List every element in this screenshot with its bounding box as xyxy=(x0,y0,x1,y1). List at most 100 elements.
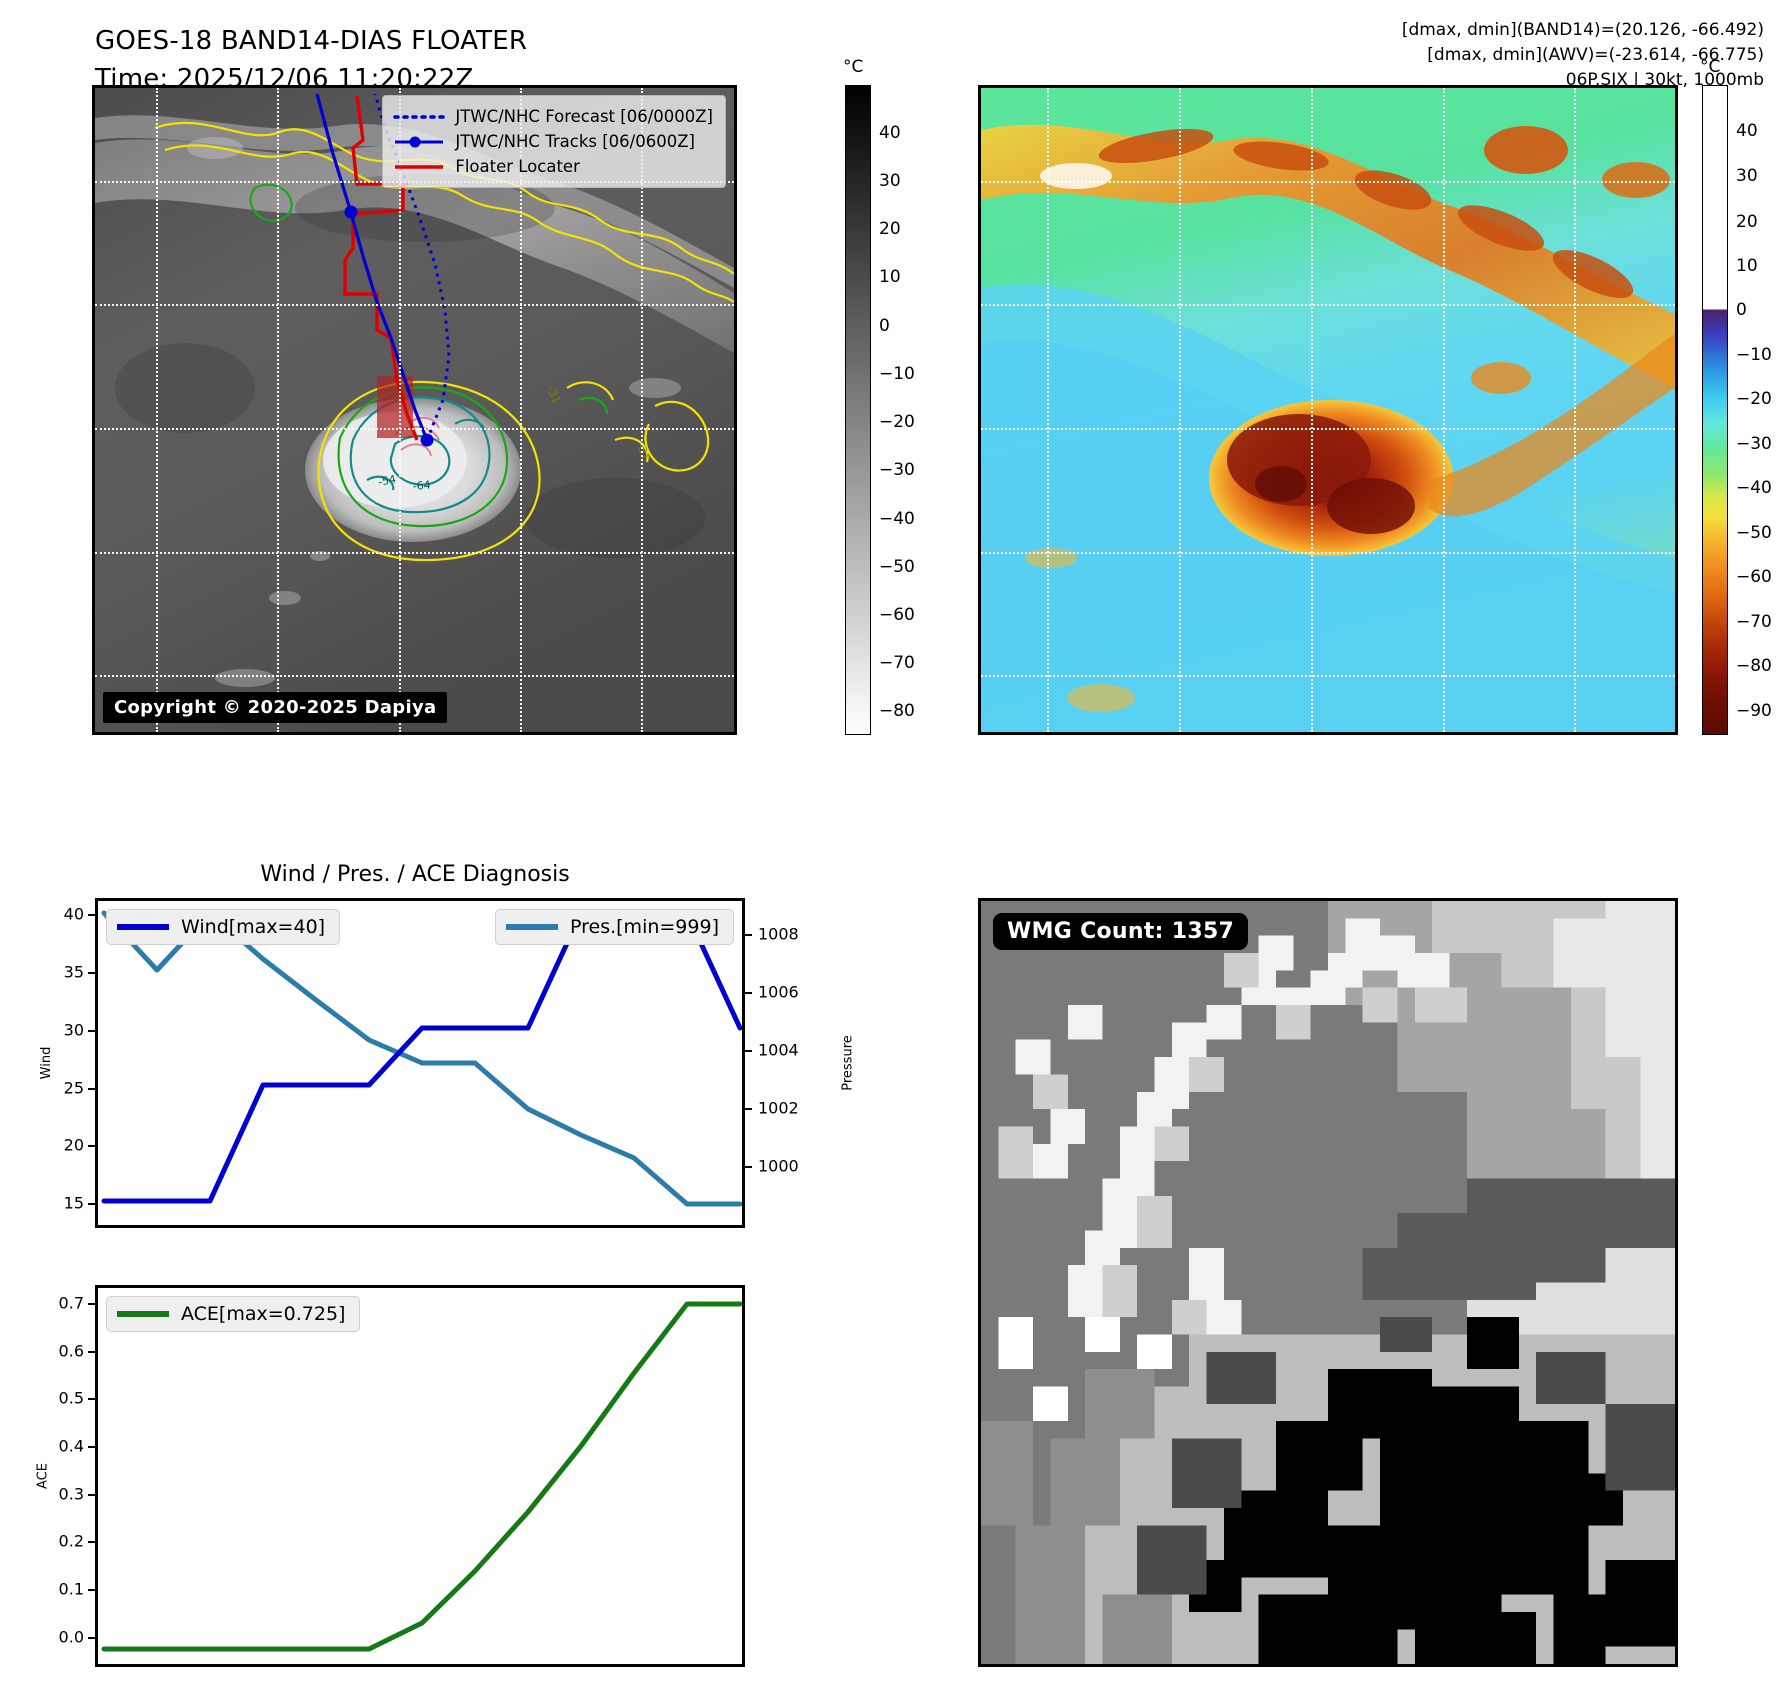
wmg-pixel-grid xyxy=(981,901,1675,1664)
right-cb-tick: −40 xyxy=(1736,478,1772,498)
legend-label-floater: Floater Locater xyxy=(455,157,580,176)
left-cb-tick: 10 xyxy=(879,267,901,288)
wind-legend[interactable]: Wind[max=40] xyxy=(106,909,341,945)
right-cb-tick: −70 xyxy=(1736,611,1772,632)
forecast-line-icon xyxy=(393,109,446,125)
copyright-badge: Copyright © 2020-2025 Dapiya xyxy=(103,692,448,723)
left-map-lon-tick: 150°W xyxy=(127,732,185,735)
left-cb-tick: 20 xyxy=(879,219,901,240)
meta-awv-extremes: [dmax, dmin](AWV)=(-23.614, -66.775) xyxy=(1427,45,1764,65)
legend-label-forecast: JTWC/NHC Forecast [06/0000Z] xyxy=(455,107,713,126)
left-map-lat-tick: 22°S xyxy=(92,418,95,438)
diagnosis-chart-title: Wind / Pres. / ACE Diagnosis xyxy=(260,862,570,887)
page-title: GOES-18 BAND14-DIAS FLOATER Time: 2025/1… xyxy=(95,22,527,98)
wind-ytick-mark xyxy=(88,971,98,974)
enhanced-ir-map[interactable]: 18°S 20°S 22°S 24°S 26°S 150°W 148°W 146… xyxy=(978,85,1678,735)
right-cb-tick: −90 xyxy=(1736,700,1772,721)
left-map-lon-tick: 148°W xyxy=(248,732,306,735)
left-cb-tick: −70 xyxy=(879,652,915,673)
wmg-count-badge: WMG Count: 1357 xyxy=(993,913,1249,950)
right-cb-tick: 40 xyxy=(1736,120,1758,141)
ace-ytick-mark xyxy=(88,1588,98,1591)
pressure-ytick: 1000 xyxy=(758,1156,799,1176)
ace-ytick: 0.6 xyxy=(58,1341,84,1361)
enhanced-ir-imagery xyxy=(981,88,1675,732)
ace-ytick-mark xyxy=(88,1398,98,1401)
ace-ytick: 0.0 xyxy=(58,1627,84,1647)
pressure-legend[interactable]: Pres.[min=999] xyxy=(495,909,734,945)
svg-text:-54: -54 xyxy=(377,472,397,488)
pressure-ytick-mark xyxy=(742,934,752,937)
left-map-lat-tick: 20°S xyxy=(92,294,95,314)
pressure-ytick: 1008 xyxy=(758,924,799,944)
ace-chart[interactable]: 0.7 0.6 0.5 0.4 0.3 0.2 0.1 0.0 ACE ACE[… xyxy=(35,1285,745,1667)
right-cb-tick: −60 xyxy=(1736,567,1772,588)
right-cb-tick: −20 xyxy=(1736,388,1772,409)
wind-ytick-mark xyxy=(88,1087,98,1090)
ace-ytick-mark xyxy=(88,1493,98,1496)
right-cb-tick: 0 xyxy=(1736,299,1747,320)
wind-pressure-plot xyxy=(101,910,742,1207)
left-map-lon-tick: 144°W xyxy=(491,732,549,735)
left-cb-tick: 30 xyxy=(879,171,901,192)
ace-ytick: 0.4 xyxy=(58,1436,84,1456)
ace-legend-swatch xyxy=(117,1311,169,1317)
floater-locater-path xyxy=(343,95,419,441)
pressure-ytick-mark xyxy=(742,1050,752,1053)
legend-row-forecast: JTWC/NHC Forecast [06/0000Z] xyxy=(393,104,713,129)
right-map-lon-tick: 150°W xyxy=(1018,732,1076,735)
ace-ytick: 0.3 xyxy=(58,1484,84,1504)
pressure-legend-label: Pres.[min=999] xyxy=(570,916,719,938)
wind-ytick: 25 xyxy=(63,1078,84,1098)
wind-pressure-chart[interactable]: 40 35 30 25 20 15 Wind 1008 1006 1004 10… xyxy=(39,898,855,1228)
ace-ytick: 0.5 xyxy=(58,1388,84,1408)
map-legend[interactable]: JTWC/NHC Forecast [06/0000Z] JTWC/NHC Tr… xyxy=(382,95,726,188)
pressure-series-line xyxy=(101,910,742,1207)
right-map-lon-tick: 146°W xyxy=(1282,732,1340,735)
floater-line-icon xyxy=(393,159,445,175)
wind-ytick: 30 xyxy=(63,1020,84,1040)
left-cb-tick: −40 xyxy=(879,508,915,529)
wind-ytick: 15 xyxy=(63,1193,84,1213)
track-line-icon xyxy=(393,134,445,150)
wind-axis-label: Wind xyxy=(38,1046,54,1080)
left-cb-tick: 0 xyxy=(879,315,890,336)
left-map-lat-tick: 24°S xyxy=(92,542,95,562)
right-cb-tick: 30 xyxy=(1736,166,1758,186)
product-title: GOES-18 BAND14-DIAS FLOATER xyxy=(95,26,528,56)
wind-series-line xyxy=(101,910,742,1204)
band14-grayscale-map[interactable]: -54 -64 -31 -31 xyxy=(92,85,737,735)
left-colorbar-unit: °C xyxy=(843,57,864,77)
right-map-lat-tick: 24°S xyxy=(978,542,981,562)
pressure-ytick-mark xyxy=(742,1108,752,1111)
wmg-pixel-map[interactable]: WMG Count: 1357 xyxy=(978,898,1678,1667)
right-map-lat-tick: 22°S xyxy=(978,418,981,438)
wind-ytick-mark xyxy=(88,913,98,916)
pressure-axis-label: Pressure xyxy=(840,1035,856,1091)
pressure-ytick: 1002 xyxy=(758,1098,799,1118)
wind-legend-swatch xyxy=(117,924,169,930)
pressure-ytick-mark xyxy=(742,992,752,995)
ace-plot xyxy=(101,1301,742,1652)
right-cb-tick: −80 xyxy=(1736,656,1772,677)
right-cb-tick: −10 xyxy=(1736,344,1772,365)
pressure-legend-swatch xyxy=(506,924,558,930)
ace-legend[interactable]: ACE[max=0.725] xyxy=(106,1296,361,1332)
wind-ytick: 20 xyxy=(63,1135,84,1155)
ace-axis-label: ACE xyxy=(35,1463,51,1489)
right-map-lat-tick: 18°S xyxy=(978,171,981,191)
pressure-ytick-mark xyxy=(742,1166,752,1169)
ace-ytick: 0.2 xyxy=(58,1531,84,1551)
right-cb-tick: −30 xyxy=(1736,433,1772,454)
wind-ytick: 35 xyxy=(63,962,84,982)
right-colorbar: °C 40 30 20 10 0 −10 −20 −30 −40 −50 −60… xyxy=(1700,57,1792,735)
meta-band14-extremes: [dmax, dmin](BAND14)=(20.126, -66.492) xyxy=(1401,20,1764,40)
pressure-ytick: 1006 xyxy=(758,982,799,1002)
legend-row-tracks: JTWC/NHC Tracks [06/0600Z] xyxy=(393,129,713,154)
left-cb-tick: −60 xyxy=(879,604,915,625)
ace-ytick-mark xyxy=(88,1303,98,1306)
left-cb-tick: 40 xyxy=(879,123,901,144)
wind-legend-label: Wind[max=40] xyxy=(181,916,326,938)
right-colorbar-unit: °C xyxy=(1700,57,1721,77)
